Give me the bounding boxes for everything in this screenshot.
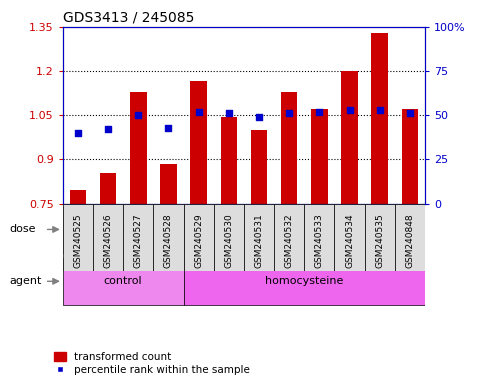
Bar: [70, 190, 86, 204]
Text: GSM240531: GSM240531: [255, 214, 264, 268]
FancyBboxPatch shape: [123, 204, 154, 271]
Bar: [160, 164, 177, 204]
Text: GSM240848: GSM240848: [405, 214, 414, 268]
Text: GSM240529: GSM240529: [194, 214, 203, 268]
Point: [315, 109, 323, 115]
FancyBboxPatch shape: [184, 258, 425, 305]
Point: [285, 110, 293, 116]
Text: GSM240534: GSM240534: [345, 214, 354, 268]
Text: GSM240530: GSM240530: [224, 214, 233, 268]
Text: control: control: [104, 276, 142, 286]
Bar: [281, 92, 298, 204]
Text: agent: agent: [10, 276, 42, 286]
FancyBboxPatch shape: [365, 204, 395, 271]
Bar: [190, 81, 207, 204]
Text: GSM240533: GSM240533: [315, 214, 324, 268]
Bar: [221, 117, 237, 204]
FancyBboxPatch shape: [93, 204, 123, 271]
Text: GDS3413 / 245085: GDS3413 / 245085: [63, 10, 194, 24]
FancyBboxPatch shape: [304, 206, 425, 253]
Point: [134, 112, 142, 118]
Legend: transformed count, percentile rank within the sample: transformed count, percentile rank withi…: [54, 352, 250, 375]
Text: GSM240526: GSM240526: [103, 214, 113, 268]
FancyBboxPatch shape: [213, 204, 244, 271]
Bar: [402, 109, 418, 204]
FancyBboxPatch shape: [244, 204, 274, 271]
Text: 100 um/L: 100 um/L: [339, 224, 391, 235]
FancyBboxPatch shape: [304, 204, 334, 271]
Bar: [251, 130, 267, 204]
FancyBboxPatch shape: [395, 204, 425, 271]
Bar: [100, 173, 116, 204]
FancyBboxPatch shape: [63, 206, 184, 253]
Text: 10 um/L: 10 um/L: [221, 224, 267, 235]
Bar: [371, 33, 388, 204]
Text: 0 um/L: 0 um/L: [104, 224, 142, 235]
Point: [165, 124, 172, 131]
FancyBboxPatch shape: [184, 206, 304, 253]
Text: GSM240532: GSM240532: [284, 214, 294, 268]
Point: [376, 107, 384, 113]
Point: [195, 109, 202, 115]
FancyBboxPatch shape: [184, 204, 213, 271]
Text: GSM240528: GSM240528: [164, 214, 173, 268]
FancyBboxPatch shape: [274, 204, 304, 271]
Bar: [341, 71, 358, 204]
Text: GSM240527: GSM240527: [134, 214, 143, 268]
Point: [104, 126, 112, 132]
FancyBboxPatch shape: [63, 258, 184, 305]
Bar: [311, 109, 327, 204]
Text: GSM240535: GSM240535: [375, 214, 384, 268]
FancyBboxPatch shape: [63, 204, 93, 271]
FancyBboxPatch shape: [334, 204, 365, 271]
Point: [74, 130, 82, 136]
FancyBboxPatch shape: [154, 204, 184, 271]
Point: [406, 110, 414, 116]
Text: homocysteine: homocysteine: [265, 276, 343, 286]
Text: dose: dose: [10, 224, 36, 235]
Text: GSM240525: GSM240525: [73, 214, 83, 268]
Point: [255, 114, 263, 120]
Point: [346, 107, 354, 113]
Bar: [130, 92, 146, 204]
Point: [225, 110, 233, 116]
